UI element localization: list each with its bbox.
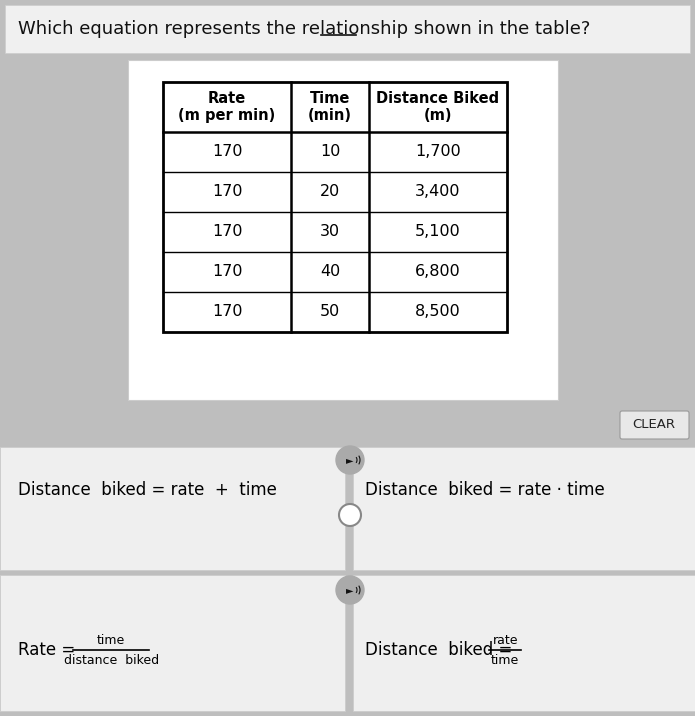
Text: Distance  biked = rate · time: Distance biked = rate · time (365, 481, 605, 499)
Text: 8,500: 8,500 (415, 304, 461, 319)
FancyBboxPatch shape (620, 411, 689, 439)
Text: Distance  biked = rate  +  time: Distance biked = rate + time (18, 481, 277, 499)
FancyBboxPatch shape (5, 5, 690, 53)
Text: 1,700: 1,700 (415, 145, 461, 160)
Text: Distance  biked =: Distance biked = (365, 641, 518, 659)
Text: 170: 170 (212, 145, 243, 160)
Text: Distance Biked
(m): Distance Biked (m) (377, 91, 500, 123)
Text: 50: 50 (320, 304, 340, 319)
Text: Which equation represents the relationship shown in the table?: Which equation represents the relationsh… (18, 20, 590, 38)
Text: CLEAR: CLEAR (632, 418, 676, 432)
Text: ►: ► (346, 585, 354, 595)
Text: Rate
(m per min): Rate (m per min) (179, 91, 276, 123)
Text: ►: ► (346, 455, 354, 465)
Text: time: time (97, 634, 125, 647)
Text: 40: 40 (320, 264, 340, 279)
FancyBboxPatch shape (0, 447, 345, 570)
Text: 170: 170 (212, 225, 243, 239)
Text: 170: 170 (212, 264, 243, 279)
Text: 5,100: 5,100 (415, 225, 461, 239)
Text: 170: 170 (212, 185, 243, 200)
FancyBboxPatch shape (353, 447, 695, 570)
Text: 6,800: 6,800 (415, 264, 461, 279)
Text: Time
(min): Time (min) (308, 91, 352, 123)
Text: distance  biked: distance biked (64, 654, 159, 667)
Text: 10: 10 (320, 145, 340, 160)
Text: 170: 170 (212, 304, 243, 319)
Text: 20: 20 (320, 185, 340, 200)
Text: 30: 30 (320, 225, 340, 239)
Text: 3,400: 3,400 (415, 185, 461, 200)
Text: Rate =: Rate = (18, 641, 81, 659)
Circle shape (339, 504, 361, 526)
Circle shape (336, 576, 364, 604)
FancyBboxPatch shape (128, 60, 558, 400)
Circle shape (336, 446, 364, 474)
FancyBboxPatch shape (353, 575, 695, 711)
Text: rate: rate (493, 634, 518, 647)
FancyBboxPatch shape (0, 575, 345, 711)
Bar (163, 82, 507, 332)
Text: time: time (491, 654, 519, 667)
